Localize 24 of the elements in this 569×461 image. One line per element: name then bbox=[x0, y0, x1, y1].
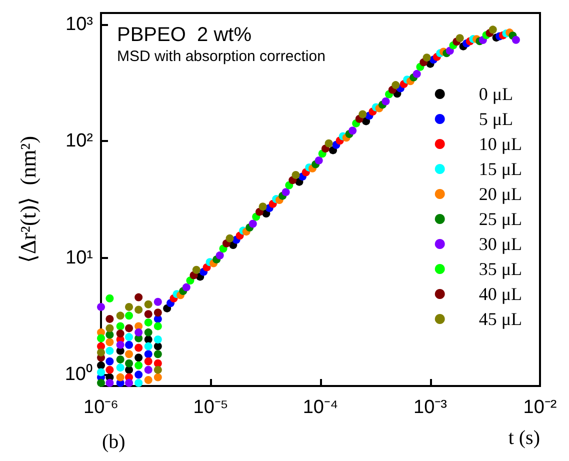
text: MSD with absorption correction bbox=[117, 48, 326, 65]
x-tick-label: 10⁻⁵ bbox=[193, 397, 228, 418]
y-tick-label: 10³ bbox=[66, 14, 93, 35]
y-tick-label: 10⁰ bbox=[64, 363, 93, 386]
x-tick-label: 10⁻³ bbox=[414, 397, 447, 418]
legend-label: 5 μL bbox=[478, 109, 514, 129]
legend-label: 45 μL bbox=[478, 309, 522, 329]
x-tick-label: 10⁻⁶ bbox=[84, 397, 118, 418]
legend-label: 10 μL bbox=[478, 134, 522, 154]
legend-label: 0 μL bbox=[478, 84, 514, 104]
legend-label: 35 μL bbox=[478, 259, 522, 279]
x-tick-label: 10⁻² bbox=[523, 397, 557, 418]
text: (b) bbox=[102, 431, 126, 453]
y-tick-label: 10² bbox=[66, 130, 93, 152]
legend-label: 20 μL bbox=[478, 184, 522, 204]
text: PBPEO 2 wt% bbox=[117, 24, 252, 46]
x-axis-title: t (s) bbox=[508, 427, 540, 449]
y-axis-title: ⟨Δr²(t)⟩ (nm²) bbox=[16, 136, 40, 264]
y-tick-label: 10¹ bbox=[66, 247, 93, 268]
legend-label: 25 μL bbox=[478, 209, 522, 229]
legend-label: 40 μL bbox=[478, 284, 522, 304]
legend-label: 15 μL bbox=[478, 159, 522, 179]
x-tick-label: 10⁻⁴ bbox=[302, 397, 338, 418]
legend-label: 30 μL bbox=[478, 234, 522, 254]
